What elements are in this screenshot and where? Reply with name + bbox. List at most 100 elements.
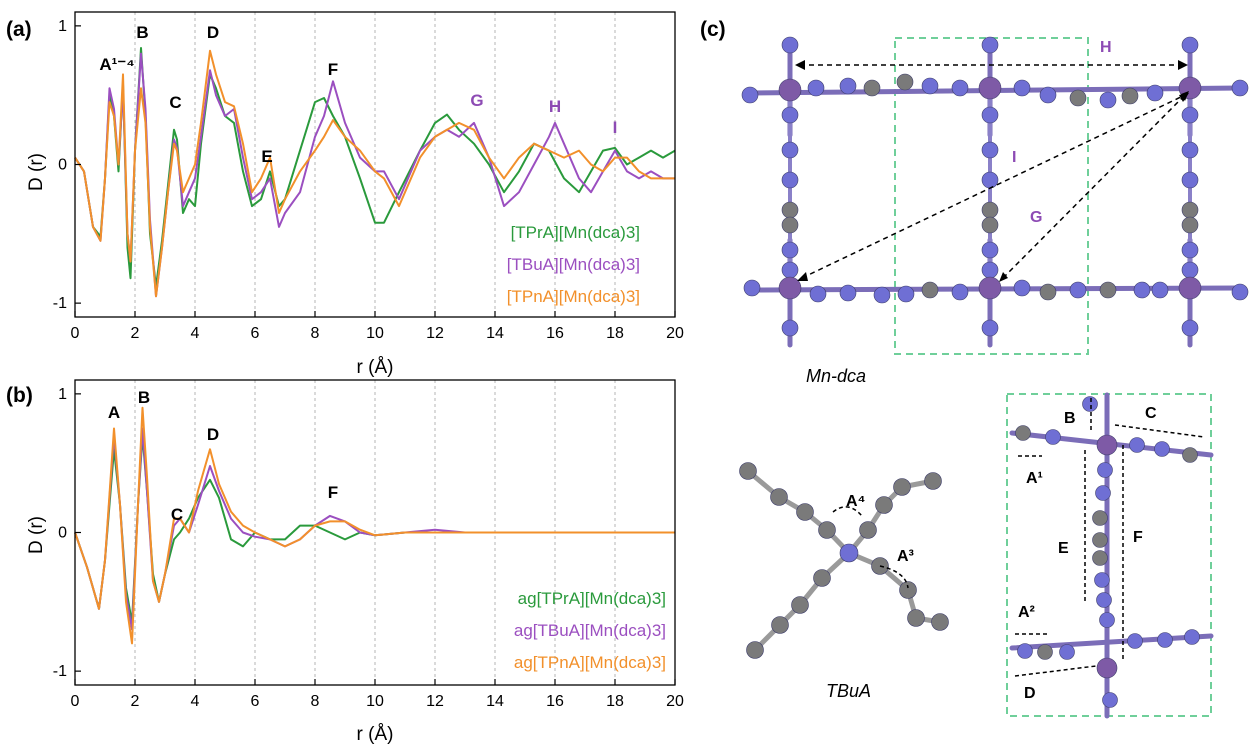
y-tick-label: 1 [58,18,67,35]
nitrogen-atom [839,284,857,302]
panel-label-b: (b) [6,384,33,407]
tbua-structure: A⁴ A³ TBuA [739,462,949,701]
x-axis-label-a: r (Å) [357,357,394,378]
arrowhead [1181,91,1189,101]
distance-label-a4: A⁴ [846,493,866,510]
ticks-a: 0 2 4 6 8 10 12 14 16 18 20-101 [53,18,684,342]
nitrogen-atom [741,86,759,104]
x-tick-label: 20 [666,693,684,710]
nitrogen-atom [1059,644,1075,660]
distance-arrow-d [1014,665,1097,677]
legend-entry: [TPrA][Mn(dca)3] [511,223,640,242]
distance-arrows [800,64,1186,279]
nitrogen-atom [921,77,939,95]
mn-dca-atoms [741,36,1249,337]
nitrogen-atom [1181,106,1199,124]
distance-label-f: F [1133,529,1143,546]
nitrogen-atom [1184,629,1200,645]
distance-label-g: G [1030,209,1042,226]
inset-structure: B C A¹ E F A² D [1006,392,1214,719]
nitrogen-atom [981,141,999,159]
carbon-atom [899,581,917,599]
peak-label: E [261,147,272,166]
distance-label-e: E [1058,540,1069,557]
arrowhead [795,60,805,70]
nitrogen-atom [1099,612,1115,628]
distance-label-i: I [1012,149,1016,166]
nitrogen-atom [781,319,799,337]
manganese-atom [1178,276,1202,300]
nitrogen-atom [1013,279,1031,297]
nitrogen-atom [839,77,857,95]
nitrogen-atom [781,106,799,124]
nitrogen-atom [1151,281,1169,299]
carbon-atom [1069,89,1087,107]
distance-label-a3: A³ [897,548,914,565]
legend-entry: ag[TPnA][Mn(dca)3] [514,653,666,672]
carbon-atom [1181,216,1199,234]
nitrogen-atom [781,141,799,159]
nitrogen-atom [781,171,799,189]
nitrogen-atom [981,36,999,54]
carbon-atom [1181,201,1199,219]
carbon-atom [739,462,757,480]
carbon-atom [907,609,925,627]
carbon-atom [981,201,999,219]
peak-label: A¹⁻⁴ [99,55,134,74]
series-group-b [74,406,675,645]
nitrogen-atom [1099,91,1117,109]
nitrogen-atom [1097,462,1113,478]
x-tick-label: 8 [311,325,320,342]
distance-arrow-c [1114,424,1205,438]
nitrogen-atom [1154,441,1170,457]
x-tick-label: 4 [191,325,200,342]
carbon-atom [791,596,809,614]
x-tick-label: 14 [486,325,504,342]
peak-label: G [470,91,483,110]
series-group-a [74,47,676,298]
x-tick-label: 6 [251,693,260,710]
carbon-atom [921,281,939,299]
y-axis-label-b: D (r) [26,516,47,554]
peak-label: I [613,118,618,137]
legend-a: [TPrA][Mn(dca)3] [TBuA][Mn(dca)3] [TPnA][M… [507,223,640,306]
nitrogen-atom [1069,281,1087,299]
peak-label: F [328,483,338,502]
nitrogen-atom [873,286,891,304]
carbon-atom [813,569,831,587]
distance-label-b: B [1064,410,1076,427]
carbon-atom [818,521,836,539]
carbon-atom [896,73,914,91]
nitrogen-atom [1146,84,1164,102]
nitrogen-atom [1127,633,1143,649]
nitrogen-atom [981,241,999,259]
distance-label-a2: A² [1018,604,1035,621]
nitrogen-atom [1181,36,1199,54]
nitrogen-atom [981,319,999,337]
carbon-atom [931,613,949,631]
x-tick-label: 12 [426,693,444,710]
x-tick-label: 8 [311,693,320,710]
nitrogen-atom [839,543,859,563]
x-tick-label: 12 [426,325,444,342]
x-tick-label: 0 [71,693,80,710]
nitrogen-atom [1095,485,1111,501]
tbua-caption: TBuA [826,681,871,701]
nitrogen-atom [743,279,761,297]
nitrogen-atom [807,79,825,97]
manganese-atom [1096,434,1118,456]
nitrogen-atom [781,36,799,54]
peak-label: D [207,425,219,444]
panel-label-a: (a) [6,18,32,41]
nitrogen-atom [1082,396,1098,412]
x-tick-label: 2 [131,693,140,710]
nitrogen-atom [809,285,827,303]
peak-labels-b: AB C D F [108,388,338,524]
x-tick-label: 6 [251,325,260,342]
manganese-atom [978,76,1002,100]
manganese-atom [778,276,802,300]
y-axis-label-a: D (r) [26,153,47,191]
nitrogen-atom [1013,79,1031,97]
distance-arrow-a4 [832,506,863,517]
carbon-atom [781,216,799,234]
